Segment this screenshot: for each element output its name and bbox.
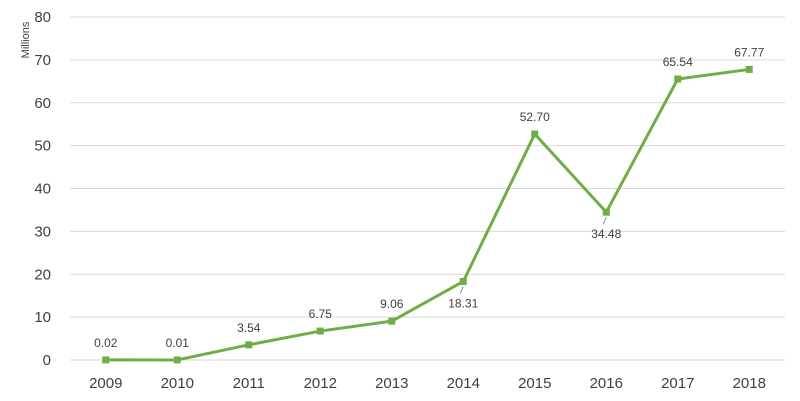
x-tick-label: 2012 xyxy=(304,375,337,392)
data-point xyxy=(388,317,396,325)
series-line xyxy=(105,67,750,362)
data-label: 65.54 xyxy=(663,55,693,69)
data-point xyxy=(316,327,324,335)
x-tick-label: 2015 xyxy=(518,375,551,392)
data-label: 67.77 xyxy=(734,45,764,59)
y-axis-ticks: 0 10 20 30 40 50 60 70 80 xyxy=(34,9,51,369)
data-label: 52.70 xyxy=(520,110,550,124)
data-label: 0.02 xyxy=(94,336,118,350)
data-point xyxy=(531,130,539,138)
x-tick-label: 2017 xyxy=(661,375,694,392)
label-leader-line xyxy=(602,216,607,225)
x-axis-ticks: 2009 2010 2011 2012 2013 2014 2015 2016 2017 2018 xyxy=(89,375,766,392)
y-axis-label: Millions xyxy=(20,21,32,58)
data-point xyxy=(602,208,610,216)
x-tick-label: 2011 xyxy=(233,375,265,392)
data-label: 6.75 xyxy=(309,307,333,321)
label-leader-line xyxy=(459,286,464,294)
data-label: 34.48 xyxy=(591,227,621,241)
data-point xyxy=(102,356,110,364)
data-label: 0.01 xyxy=(166,336,190,350)
data-label: 3.54 xyxy=(237,321,261,335)
data-point xyxy=(173,356,181,364)
y-tick-label: 40 xyxy=(34,181,51,198)
x-tick-label: 2009 xyxy=(89,375,122,392)
gridlines xyxy=(70,16,785,361)
x-tick-label: 2014 xyxy=(447,375,480,392)
y-tick-label: 0 xyxy=(43,352,51,369)
data-point xyxy=(245,341,253,349)
data-label: 9.06 xyxy=(380,297,404,311)
data-series xyxy=(102,65,753,364)
data-label: 18.31 xyxy=(448,296,478,310)
y-tick-label: 60 xyxy=(34,95,51,112)
data-point xyxy=(674,75,682,83)
y-tick-label: 20 xyxy=(34,266,51,283)
x-tick-label: 2016 xyxy=(590,375,623,392)
data-point xyxy=(745,65,753,73)
y-tick-label: 50 xyxy=(34,138,51,155)
x-tick-label: 2010 xyxy=(161,375,194,392)
x-tick-label: 2018 xyxy=(733,375,766,392)
data-point xyxy=(459,277,467,285)
y-tick-label: 70 xyxy=(34,52,51,69)
y-tick-label: 80 xyxy=(34,9,51,26)
y-tick-label: 30 xyxy=(34,223,51,240)
x-tick-label: 2013 xyxy=(375,375,408,392)
y-tick-label: 10 xyxy=(34,309,51,326)
data-labels: 0.02 0.01 3.54 6.75 9.06 18.31 52.70 34.48 65.54… xyxy=(94,45,765,350)
